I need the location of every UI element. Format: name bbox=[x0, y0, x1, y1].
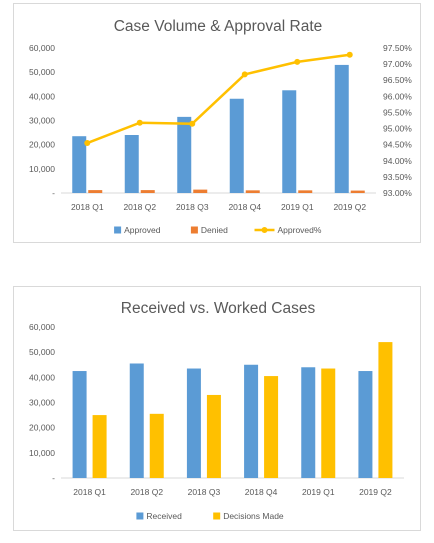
bar-received bbox=[244, 364, 259, 478]
y2-tick-label: 97.00% bbox=[383, 59, 412, 69]
y2-tick-label: 97.50% bbox=[383, 43, 412, 53]
legend-swatch-marker bbox=[261, 227, 268, 233]
bar-received bbox=[186, 368, 201, 478]
x-tick-label: 2019 Q1 bbox=[281, 202, 314, 212]
legend-label: Approved% bbox=[278, 225, 322, 235]
y2-tick-label: 96.00% bbox=[383, 91, 412, 101]
legend-swatch bbox=[213, 512, 221, 520]
bar-approved bbox=[72, 136, 87, 193]
y-tick-label: 10,000 bbox=[29, 164, 55, 174]
point-approved-pct bbox=[346, 51, 353, 58]
y-tick-label: 50,000 bbox=[29, 67, 55, 77]
bar-denied bbox=[140, 190, 155, 193]
bar-approved bbox=[229, 98, 244, 193]
bar-decisions-made bbox=[92, 415, 107, 478]
bar-denied bbox=[193, 189, 208, 193]
point-approved-pct bbox=[241, 71, 248, 78]
bar-decisions-made bbox=[321, 368, 336, 478]
point-approved-pct bbox=[294, 58, 301, 65]
y-tick-label: 60,000 bbox=[29, 322, 55, 332]
y2-tick-label: 95.50% bbox=[383, 107, 412, 117]
x-tick-label: 2018 Q2 bbox=[123, 202, 156, 212]
y-tick-label: 60,000 bbox=[29, 43, 55, 53]
y-tick-label: 20,000 bbox=[29, 423, 55, 433]
legend-swatch bbox=[136, 512, 144, 520]
y-tick-label: 40,000 bbox=[29, 91, 55, 101]
bar-denied bbox=[245, 190, 260, 193]
bar-received bbox=[72, 371, 87, 478]
chart-title: Received vs. Worked Cases bbox=[121, 300, 316, 317]
x-tick-label: 2018 Q1 bbox=[71, 202, 104, 212]
received-vs-worked-chart-svg: Received vs. Worked Cases - 10,000 20,000 30… bbox=[29, 300, 404, 521]
x-tick-label: 2018 Q4 bbox=[228, 202, 261, 212]
bar-denied bbox=[350, 190, 365, 193]
y-tick-label: - bbox=[52, 188, 55, 198]
bar-decisions-made bbox=[264, 376, 279, 478]
legend-label: Approved bbox=[124, 225, 161, 235]
y2-tick-label: 94.00% bbox=[383, 156, 412, 166]
bar-denied bbox=[88, 190, 103, 193]
x-tick-label: 2018 Q2 bbox=[130, 487, 163, 497]
legend-swatch bbox=[114, 226, 122, 234]
point-approved-pct bbox=[189, 120, 196, 127]
x-tick-label: 2018 Q3 bbox=[176, 202, 209, 212]
x-tick-label: 2018 Q4 bbox=[245, 487, 278, 497]
legend-label: Decisions Made bbox=[223, 511, 284, 521]
bar-decisions-made bbox=[149, 413, 164, 478]
line-approved- bbox=[86, 53, 350, 145]
y2-tick-label: 95.00% bbox=[383, 124, 412, 134]
legend-label: Received bbox=[146, 511, 182, 521]
bar-decisions-made bbox=[206, 394, 221, 478]
chart-title: Case Volume & Approval Rate bbox=[114, 18, 323, 35]
bar-approved bbox=[124, 135, 139, 193]
x-tick-label: 2019 Q2 bbox=[359, 487, 392, 497]
legend-label: Denied bbox=[201, 225, 228, 235]
y2-tick-label: 94.50% bbox=[383, 140, 412, 150]
case-volume-chart-svg: Case Volume & Approval Rate - 10,000 20,000… bbox=[29, 18, 412, 235]
y2-tick-label: 96.50% bbox=[383, 75, 412, 85]
point-approved-pct bbox=[136, 119, 143, 126]
y2-tick-label: 93.50% bbox=[383, 172, 412, 182]
legend-swatch bbox=[190, 226, 198, 234]
point-approved-pct bbox=[84, 140, 91, 147]
bar-decisions-made bbox=[378, 342, 393, 478]
bar-approved bbox=[334, 64, 349, 193]
bar-approved bbox=[177, 116, 192, 193]
y-tick-label: 30,000 bbox=[29, 398, 55, 408]
x-tick-label: 2018 Q3 bbox=[188, 487, 221, 497]
bar-denied bbox=[298, 190, 313, 193]
y-tick-label: 30,000 bbox=[29, 116, 55, 126]
bar-received bbox=[358, 371, 373, 478]
y-tick-label: 40,000 bbox=[29, 372, 55, 382]
y-tick-label: - bbox=[52, 473, 55, 483]
x-tick-label: 2018 Q1 bbox=[73, 487, 106, 497]
bar-received bbox=[129, 363, 144, 478]
y2-tick-label: 93.00% bbox=[383, 188, 412, 198]
bar-approved bbox=[282, 90, 297, 193]
bar-received bbox=[301, 367, 316, 478]
case-volume-chart: Case Volume & Approval Rate - 10,000 20,000… bbox=[13, 3, 421, 243]
y-tick-label: 50,000 bbox=[29, 347, 55, 357]
y-tick-label: 10,000 bbox=[29, 448, 55, 458]
x-tick-label: 2019 Q1 bbox=[302, 487, 335, 497]
x-tick-label: 2019 Q2 bbox=[333, 202, 366, 212]
y-tick-label: 20,000 bbox=[29, 140, 55, 150]
received-vs-worked-chart: Received vs. Worked Cases - 10,000 20,000 30… bbox=[13, 286, 421, 531]
